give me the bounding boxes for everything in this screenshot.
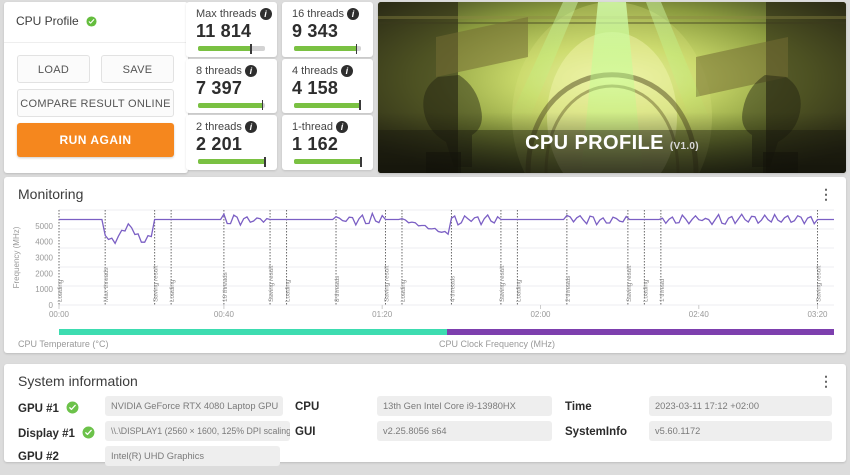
svg-text:4 threads: 4 threads [449,276,456,302]
svg-text:2000: 2000 [35,269,53,278]
svg-text:1 thread: 1 thread [659,278,666,302]
svg-text:0: 0 [49,301,54,310]
svg-text:Loading: Loading [642,279,649,302]
svg-text:Saving result: Saving result [268,265,275,302]
svg-text:02:00: 02:00 [530,310,551,319]
svg-text:Max threads: Max threads [103,267,110,302]
svg-text:02:40: 02:40 [689,310,710,319]
svg-text:Loading: Loading [400,279,407,302]
svg-text:Saving result: Saving result [499,265,506,302]
svg-text:Saving result: Saving result [153,265,160,302]
svg-text:Saving result: Saving result [626,265,633,302]
svg-text:1000: 1000 [35,285,53,294]
svg-text:5000: 5000 [35,222,53,231]
svg-text:Saving result: Saving result [383,265,390,302]
svg-text:Saving result: Saving result [816,265,823,302]
svg-text:03:20: 03:20 [807,310,828,319]
svg-text:Frequency (MHz): Frequency (MHz) [12,226,21,288]
svg-text:Loading: Loading [515,279,522,302]
svg-text:00:40: 00:40 [214,310,235,319]
svg-text:Loading: Loading [169,279,176,302]
svg-text:Loading: Loading [285,279,292,302]
svg-text:8 threads: 8 threads [334,276,341,302]
svg-text:2 threads: 2 threads [565,276,572,302]
svg-text:Loading: Loading [57,279,64,302]
svg-text:01:20: 01:20 [372,310,393,319]
svg-text:3000: 3000 [35,254,53,263]
svg-text:00:00: 00:00 [49,310,70,319]
svg-text:4000: 4000 [35,238,53,247]
svg-text:16 threads: 16 threads [222,272,229,302]
